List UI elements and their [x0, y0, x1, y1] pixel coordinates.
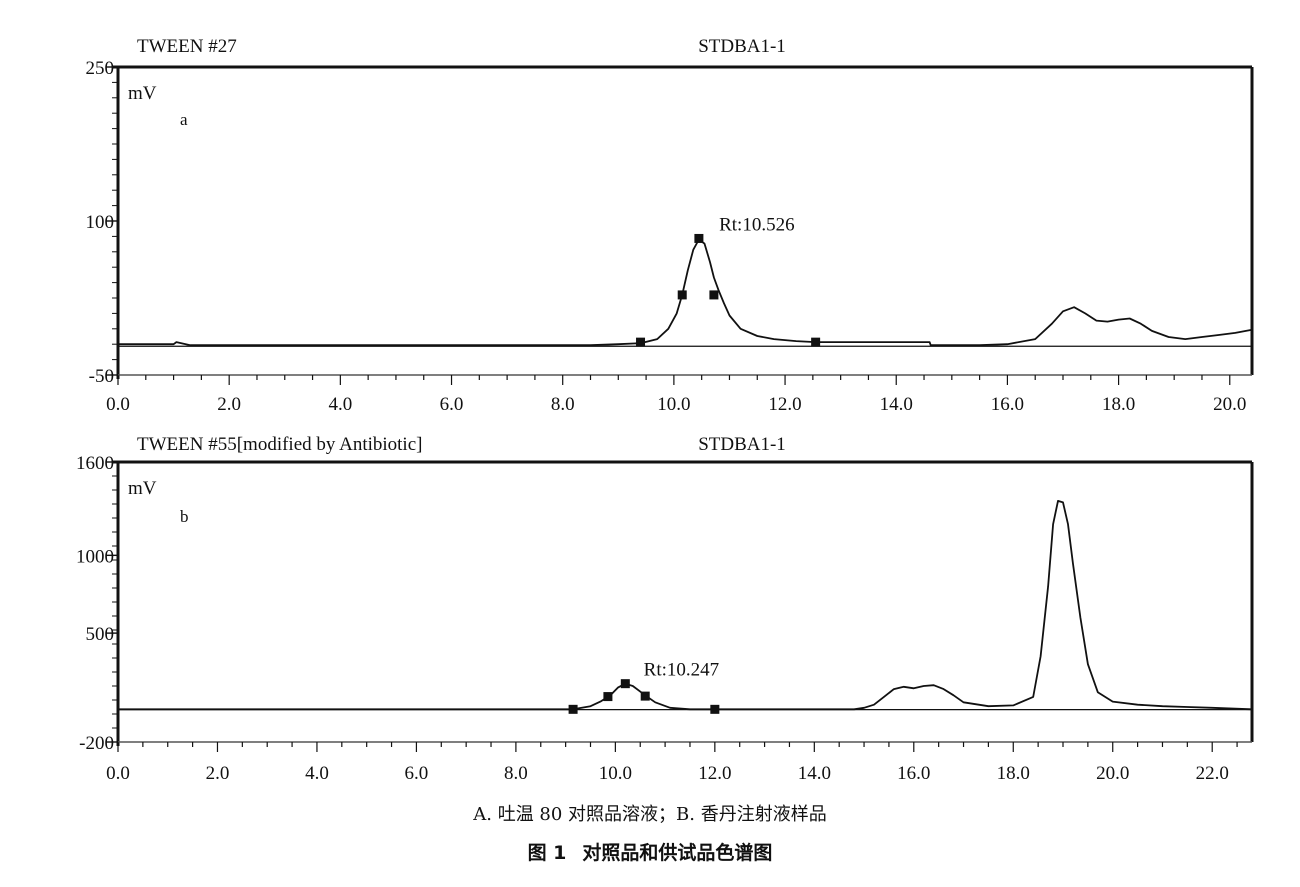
figure-number: 图 1: [527, 842, 567, 864]
y-tick-label: -50: [89, 366, 114, 387]
retention-time-label: Rt:10.247: [644, 660, 719, 681]
peak-marker: [636, 337, 646, 347]
x-tick-label: 22.0: [1196, 763, 1229, 784]
x-tick-label: 10.0: [599, 763, 632, 784]
peak-marker: [694, 233, 704, 243]
x-tick-label: 6.0: [405, 763, 429, 784]
x-tick-label: 2.0: [206, 763, 230, 784]
peak-marker: [620, 679, 630, 689]
x-tick-label: 10.0: [657, 394, 690, 415]
y-axis-unit-label: mV: [128, 83, 157, 104]
peak-marker: [603, 692, 613, 702]
chart-panel-b: TWEEN #55[modified by Antibiotic] STDBA1-…: [76, 434, 1254, 784]
x-tick-label: 12.0: [768, 394, 801, 415]
peak-marker: [709, 290, 719, 300]
x-tick-label: 14.0: [798, 763, 831, 784]
y-tick-label: 1000: [76, 546, 114, 567]
peak-marker: [677, 290, 687, 300]
panel-header-center: STDBA1-1: [698, 36, 786, 57]
x-tick-label: 0.0: [106, 394, 130, 415]
x-tick-label: 4.0: [305, 763, 329, 784]
panel-header-left: TWEEN #27: [137, 36, 237, 57]
y-tick-label: 250: [86, 58, 115, 79]
x-tick-label: 16.0: [991, 394, 1024, 415]
figure-title: 图 1 对照品和供试品色谱图: [0, 838, 1300, 865]
figure-title-text: 对照品和供试品色谱图: [582, 842, 773, 864]
y-tick-label: 100: [86, 212, 115, 233]
x-tick-label: 6.0: [440, 394, 464, 415]
y-tick-label: 1600: [76, 453, 114, 474]
peak-marker: [568, 704, 578, 714]
y-tick-label: 500: [86, 624, 115, 645]
panel-letter: b: [180, 507, 189, 526]
x-tick-label: 4.0: [328, 394, 352, 415]
y-axis-unit-label: mV: [128, 478, 157, 499]
x-tick-label: 8.0: [504, 763, 528, 784]
x-tick-label: 20.0: [1213, 394, 1246, 415]
retention-time-label: Rt:10.526: [719, 214, 794, 235]
panel-header-left: TWEEN #55[modified by Antibiotic]: [137, 434, 422, 455]
peak-marker: [640, 691, 650, 701]
x-tick-label: 2.0: [217, 394, 241, 415]
x-tick-label: 18.0: [997, 763, 1030, 784]
y-tick-label: -200: [79, 733, 114, 754]
x-tick-label: 14.0: [880, 394, 913, 415]
peak-marker: [811, 337, 821, 347]
peak-marker: [710, 704, 720, 714]
x-tick-label: 12.0: [698, 763, 731, 784]
chart-panel-a: TWEEN #27 STDBA1-1 250 100 -50 0.0 2.0 4.0 6.0 8.…: [86, 36, 1254, 415]
x-tick-label: 0.0: [106, 763, 130, 784]
x-tick-label: 8.0: [551, 394, 575, 415]
figure-caption: A. 吐温 80 对照品溶液；B. 香丹注射液样品: [473, 804, 827, 825]
signal-trace-line: [118, 238, 1253, 347]
x-tick-label: 18.0: [1102, 394, 1135, 415]
panel-header-center: STDBA1-1: [698, 434, 786, 455]
x-tick-label: 20.0: [1096, 763, 1129, 784]
panel-letter: a: [180, 110, 188, 129]
x-tick-label: 16.0: [897, 763, 930, 784]
